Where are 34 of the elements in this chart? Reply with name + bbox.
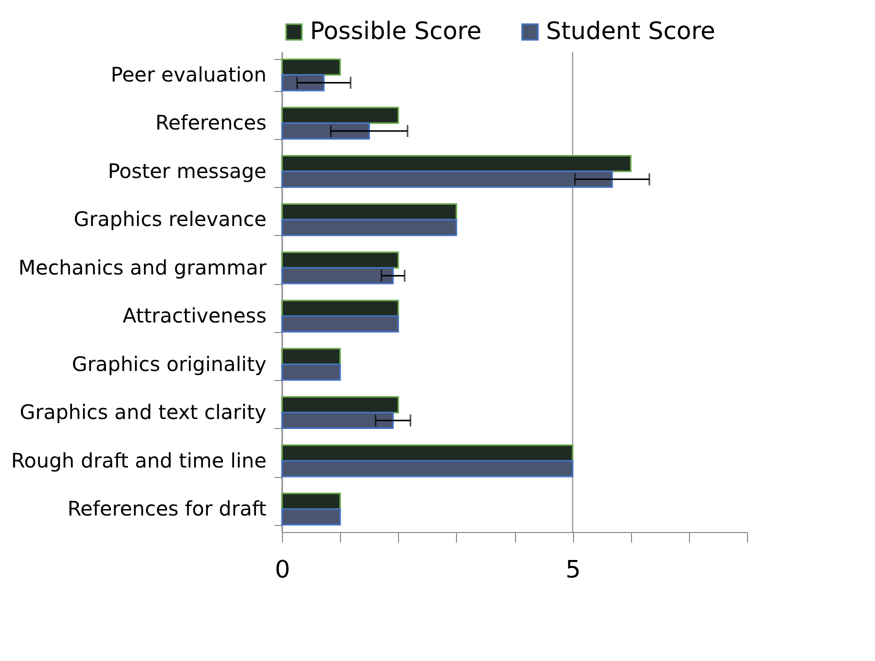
bar	[281, 154, 632, 172]
y-tick-label: Poster message	[108, 158, 266, 183]
bar	[281, 348, 341, 366]
y-tick-label: Peer evaluation	[110, 62, 266, 86]
bar	[281, 267, 394, 284]
y-tick-label: Graphics and text clarity	[20, 400, 267, 424]
bar	[281, 58, 341, 76]
bar	[281, 251, 399, 269]
bar	[281, 364, 341, 381]
y-tick-label: Graphics relevance	[74, 207, 266, 232]
y-tick-label: Attractiveness	[122, 304, 266, 328]
x-tick-label: 5	[565, 556, 581, 584]
y-tick-label: Mechanics and grammar	[18, 255, 268, 280]
bar	[281, 412, 394, 430]
legend-label: Student Score	[546, 17, 716, 45]
bar	[281, 122, 370, 140]
bar	[281, 508, 341, 526]
bar	[281, 170, 613, 188]
bar	[281, 106, 399, 124]
bar	[281, 444, 574, 462]
bar	[281, 492, 341, 510]
legend-label: Possible Score	[310, 17, 482, 45]
bar	[281, 300, 399, 317]
bar	[281, 218, 458, 236]
y-tick-label: References	[155, 110, 266, 135]
y-tick-label: References for draft	[67, 496, 267, 521]
y-tick-label: Rough draft and time line	[11, 448, 266, 472]
bar	[281, 203, 458, 220]
bar	[281, 396, 399, 414]
bar	[281, 74, 325, 92]
y-tick-label: Graphics originality	[72, 352, 267, 376]
x-tick-label: 0	[274, 556, 290, 584]
bar	[281, 315, 399, 333]
bar	[281, 460, 574, 478]
